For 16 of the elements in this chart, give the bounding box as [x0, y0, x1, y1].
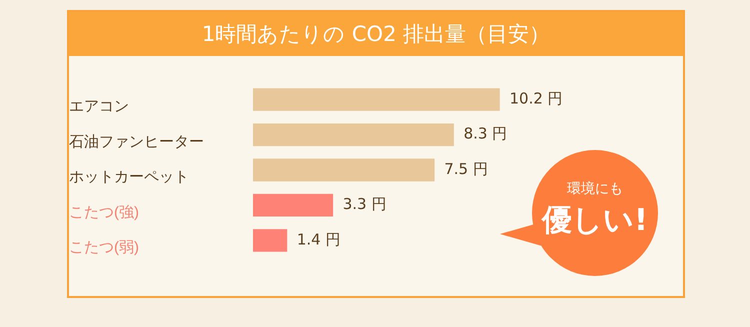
chart-title: 1時間あたりの CO2 排出量（目安）: [69, 12, 683, 56]
bar: [253, 229, 288, 252]
data-label: 3.3 円: [342, 195, 386, 214]
bar: [253, 158, 435, 182]
bar: [253, 88, 500, 111]
y-tick-label: ホットカーペット: [69, 168, 189, 186]
data-label: 8.3 円: [464, 124, 508, 143]
data-label: 7.5 円: [444, 160, 488, 178]
y-tick-label: 石油ファンヒーター: [69, 133, 204, 150]
y-tick-label: エアコン: [69, 98, 129, 116]
bar: [253, 123, 454, 146]
y-tick-label: こたつ(強): [69, 204, 139, 221]
data-label: 1.4 円: [296, 230, 340, 248]
y-tick-label: こたつ(弱): [69, 239, 139, 256]
bar: [253, 194, 334, 217]
data-label: 10.2 円: [510, 89, 563, 108]
